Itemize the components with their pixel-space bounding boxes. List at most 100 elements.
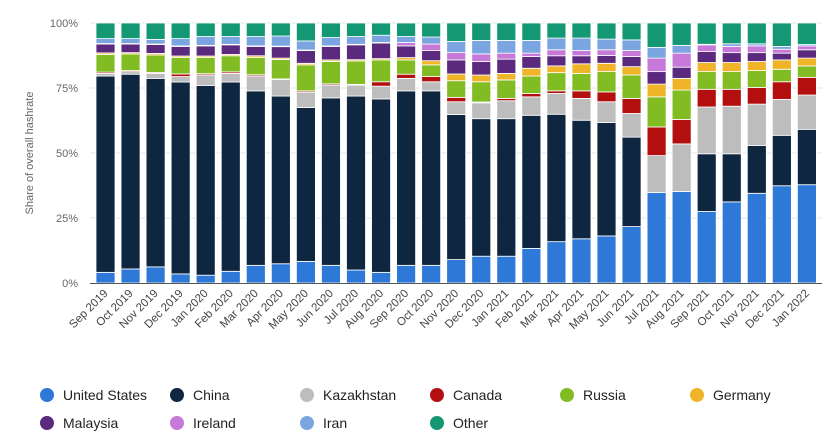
- bar-segment-kazakhstan: [746, 103, 767, 146]
- bar-segment-other: [195, 22, 216, 37]
- bar-segment-germany: [471, 74, 492, 83]
- bar-segment-united-states: [95, 271, 116, 284]
- bar-segment-kazakhstan: [270, 79, 291, 97]
- bar-segment-germany: [696, 62, 717, 73]
- bar-stack: [346, 22, 366, 284]
- bar-segment-iran: [571, 37, 592, 51]
- bar-stack: [195, 22, 216, 284]
- bar-segment-china: [371, 98, 391, 273]
- bar-segment-germany: [546, 65, 567, 74]
- bar-segment-ireland: [621, 50, 642, 57]
- legend-item[interactable]: United States: [40, 387, 147, 403]
- bar-segment-canada: [746, 87, 767, 105]
- bar-segment-united-states: [696, 211, 717, 284]
- bar-segment-united-states: [496, 255, 517, 284]
- bar-segment-other: [220, 22, 241, 37]
- bar-segment-united-states: [671, 191, 692, 284]
- bar-segment-china: [95, 75, 116, 273]
- bar-stack: [797, 22, 817, 284]
- bar-segment-russia: [195, 56, 216, 75]
- bar-segment-china: [621, 136, 642, 227]
- bar-segment-russia: [596, 71, 617, 93]
- bar-segment-germany: [771, 59, 792, 70]
- bar-segment-other: [295, 22, 316, 42]
- bar-segment-russia: [220, 55, 241, 73]
- bar-segment-malaysia: [446, 59, 467, 75]
- bar-segment-russia: [797, 65, 817, 78]
- bar-segment-kazakhstan: [220, 73, 241, 83]
- bar-stack: [571, 22, 592, 284]
- bar-segment-russia: [321, 61, 341, 85]
- bar-segment-iran: [646, 47, 667, 59]
- legend-item[interactable]: China: [170, 387, 230, 403]
- bar-segment-other: [521, 22, 542, 41]
- bar-segment-other: [346, 22, 366, 37]
- bar-segment-ireland: [646, 57, 667, 73]
- y-tick-label: 100%: [50, 18, 78, 30]
- legend-item[interactable]: Germany: [690, 387, 771, 403]
- bar-segment-iran: [120, 38, 141, 44]
- bar-segment-malaysia: [646, 71, 667, 85]
- bar-segment-other: [721, 22, 742, 45]
- bar-segment-china: [746, 145, 767, 194]
- bar-segment-malaysia: [421, 50, 442, 62]
- legend-item[interactable]: Other: [430, 415, 488, 431]
- bar-stack: [546, 22, 567, 284]
- bar-stack: [245, 22, 266, 284]
- y-tick-label: 0%: [62, 278, 78, 290]
- bar-segment-malaysia: [371, 42, 391, 60]
- bar-segment-kazakhstan: [646, 155, 667, 193]
- bar-segment-kazakhstan: [295, 91, 316, 108]
- bar-segment-ireland: [771, 48, 792, 54]
- bar-segment-united-states: [571, 238, 592, 284]
- bar-segment-ireland: [546, 49, 567, 57]
- legend-item[interactable]: Kazakhstan: [300, 387, 396, 403]
- bar-segment-united-states: [621, 226, 642, 284]
- bar-segment-russia: [696, 71, 717, 90]
- legend-item[interactable]: Iran: [300, 415, 347, 431]
- bar-segment-other: [371, 22, 391, 36]
- legend-item[interactable]: Malaysia: [40, 415, 118, 431]
- y-tick-label: 50%: [56, 148, 78, 160]
- legend-marker: [560, 388, 574, 402]
- legend-item[interactable]: Ireland: [170, 415, 236, 431]
- bar-segment-united-states: [170, 273, 191, 284]
- legend-item[interactable]: Canada: [430, 387, 502, 403]
- bar-segment-kazakhstan: [396, 77, 417, 92]
- bar-segment-iran: [270, 35, 291, 47]
- bar-segment-china: [170, 81, 191, 275]
- bar-segment-iran: [521, 40, 542, 54]
- bar-segment-kazakhstan: [797, 94, 817, 130]
- bar-segment-germany: [621, 66, 642, 76]
- legend-item[interactable]: Russia: [560, 387, 626, 403]
- bar-segment-china: [521, 114, 542, 249]
- bar-segment-iran: [170, 38, 191, 47]
- bar-segment-germany: [496, 73, 517, 81]
- bar-segment-malaysia: [120, 43, 141, 54]
- bar-segment-germany: [797, 57, 817, 67]
- bar-segment-other: [496, 22, 517, 41]
- bar-segment-malaysia: [170, 46, 191, 57]
- bar-segment-russia: [170, 56, 191, 75]
- bar-segment-ireland: [571, 50, 592, 57]
- bar-segment-iran: [446, 41, 467, 54]
- bar-segment-ireland: [396, 42, 417, 47]
- bar-segment-other: [95, 22, 116, 40]
- bar-segment-malaysia: [696, 51, 717, 63]
- bar-segment-kazakhstan: [471, 102, 492, 120]
- bar-segment-russia: [396, 59, 417, 75]
- bar-segment-other: [321, 22, 341, 38]
- bar-segment-canada: [646, 126, 667, 157]
- bar-stack: [295, 22, 316, 284]
- legend-label: United States: [63, 387, 147, 403]
- bar-segment-russia: [521, 75, 542, 94]
- bar-segment-malaysia: [245, 46, 266, 57]
- bar-stack: [170, 22, 191, 284]
- bar-segment-china: [195, 85, 216, 276]
- bar-segment-united-states: [120, 268, 141, 284]
- bar-segment-china: [797, 128, 817, 186]
- legend-marker: [40, 416, 54, 430]
- bar-segment-united-states: [371, 271, 391, 284]
- bar-segment-kazakhstan: [771, 99, 792, 136]
